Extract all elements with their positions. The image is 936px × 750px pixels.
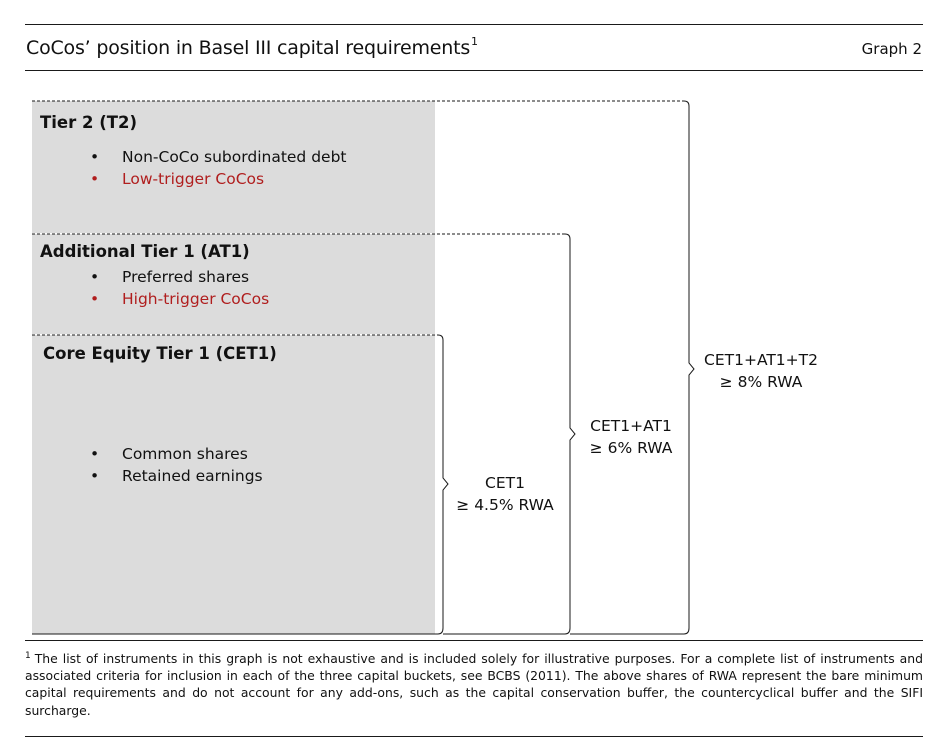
requirement-line2: ≥ 4.5% RWA — [456, 496, 554, 514]
top-rule — [25, 24, 923, 25]
at1-heading: Additional Tier 1 (AT1) — [40, 242, 250, 261]
cet1-bracket — [32, 334, 449, 635]
graph-title: CoCos’ position in Basel III capital req… — [26, 35, 478, 59]
tier2-heading: Tier 2 (T2) — [40, 113, 138, 132]
total-bracket — [570, 100, 695, 635]
footnote: 1 The list of instruments in this graph i… — [25, 648, 923, 719]
list-item-highlight: High-trigger CoCos — [90, 289, 269, 311]
list-item: Common shares — [90, 444, 263, 466]
graph-number-label: Graph 2 — [861, 40, 922, 58]
list-item: Retained earnings — [90, 466, 263, 488]
tier2-box: Tier 2 (T2) Non-CoCo subordinated debt L… — [32, 101, 435, 233]
at1-list: Preferred shares High-trigger CoCos — [90, 267, 269, 310]
bottom-rule — [25, 736, 923, 737]
cet1-requirement-label: CET1 ≥ 4.5% RWA — [456, 472, 553, 516]
list-item: Preferred shares — [90, 267, 269, 289]
total-requirement-label: CET1+AT1+T2 ≥ 8% RWA — [704, 349, 818, 393]
list-item-highlight: Low-trigger CoCos — [90, 169, 347, 191]
at1-box: Additional Tier 1 (AT1) Preferred shares… — [32, 234, 435, 334]
requirement-line1: CET1+AT1+T2 — [704, 351, 818, 369]
cet1-at1-requirement-label: CET1+AT1 ≥ 6% RWA — [590, 415, 673, 459]
title-footnote-mark: 1 — [471, 35, 478, 48]
requirement-line1: CET1 — [485, 474, 525, 492]
cet1-box: Core Equity Tier 1 (CET1) Common shares … — [32, 335, 435, 634]
cet1-at1-bracket — [443, 233, 576, 635]
cet1-heading: Core Equity Tier 1 (CET1) — [43, 344, 277, 363]
cet1-list: Common shares Retained earnings — [90, 444, 263, 487]
list-item: Non-CoCo subordinated debt — [90, 147, 347, 169]
requirement-line2: ≥ 6% RWA — [589, 439, 673, 457]
footnote-mark: 1 — [25, 651, 31, 661]
requirement-line1: CET1+AT1 — [590, 417, 672, 435]
tier2-list: Non-CoCo subordinated debt Low-trigger C… — [90, 147, 347, 190]
footnote-rule — [25, 640, 923, 641]
footnote-text: The list of instruments in this graph is… — [25, 651, 923, 718]
header-rule — [25, 70, 923, 71]
title-text: CoCos’ position in Basel III capital req… — [26, 37, 471, 59]
requirement-line2: ≥ 8% RWA — [719, 373, 803, 391]
